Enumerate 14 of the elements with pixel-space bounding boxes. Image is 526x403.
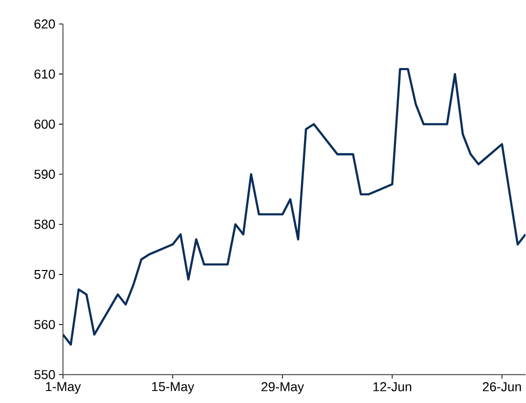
y-tick-label: 600 xyxy=(34,120,55,129)
x-tick-label: 12-Jun xyxy=(373,382,412,392)
y-tick-label: 610 xyxy=(34,70,55,79)
y-tick-label: 550 xyxy=(34,370,55,380)
x-tick-label: 15-May xyxy=(152,382,194,394)
x-tick-label: 26-Jun xyxy=(482,382,521,392)
y-tick-label: 580 xyxy=(34,220,55,230)
y-tick-label: 590 xyxy=(34,170,55,180)
x-tick-label: 29-May xyxy=(262,382,304,394)
y-tick-label: 620 xyxy=(34,20,55,29)
line-series xyxy=(62,68,526,346)
x-tick-label: 1-May xyxy=(46,382,81,394)
y-tick-label: 560 xyxy=(34,320,55,330)
y-tick-label: 570 xyxy=(34,270,55,280)
